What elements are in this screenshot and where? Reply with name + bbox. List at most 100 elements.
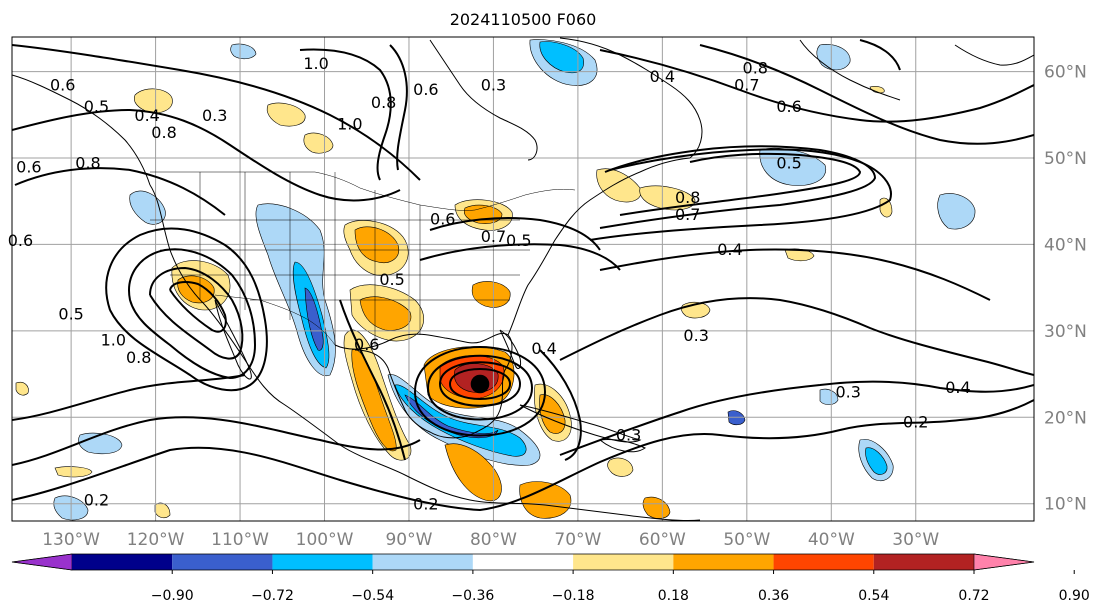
latitude-label: 60°N (1044, 63, 1087, 83)
colorbar-swatch (272, 554, 373, 570)
contour-0-4-south (12, 297, 1034, 421)
colorbar-tick-label: −0.72 (251, 588, 294, 604)
latitude-labels: 60°N 50°N 40°N 30°N 20°N 10°N (1044, 63, 1087, 515)
orange-caribbean-east (607, 457, 634, 477)
longitude-label: 90°W (385, 530, 432, 550)
contour-label: 0.3 (616, 426, 641, 445)
contour-label: 0.8 (75, 153, 100, 172)
contour-label: 0.4 (650, 67, 675, 86)
latitude-label: 30°N (1044, 322, 1087, 342)
colorbar-swatch (172, 554, 273, 570)
contour-north-arc-2 (12, 108, 401, 202)
border-us-mexico (214, 294, 336, 346)
longitude-label: 70°W (554, 530, 601, 550)
orange-atlantic-east (639, 185, 696, 211)
contour-label: 0.4 (531, 339, 556, 358)
contour-0-7-atlantic (619, 152, 862, 216)
contour-storm-2 (438, 361, 522, 407)
blue-greenland-sw (816, 44, 851, 71)
colorbar-swatch (72, 554, 173, 570)
coast-hispaniola (598, 439, 647, 453)
contour-label: 1.0 (337, 114, 362, 133)
orange-pacific-coast (15, 381, 29, 396)
orange-south-pacific (154, 502, 171, 519)
colorbar: −0.90 −0.72 −0.54 −0.36 −0.18 0.18 0.36 0.54 0.7… (11, 553, 1090, 604)
colorbar-tick-label: 0.90 (1059, 588, 1090, 604)
contour-label: 0.8 (126, 348, 151, 367)
contour-label: 0.5 (379, 270, 404, 289)
contour-label: 0.7 (481, 227, 506, 246)
colorbar-swatch (573, 554, 674, 570)
colorbar-tick-label: −0.18 (552, 588, 595, 604)
contour-storm-3 (426, 354, 534, 421)
coast-greenland (799, 39, 901, 101)
contour-gulf-east (539, 349, 582, 461)
orange-pacific-south (54, 466, 93, 478)
orange-far-south (642, 496, 671, 519)
contour-labels: 1.00.60.50.3 0.4 0.70.80.60.50.70.40.30.40… (8, 54, 971, 514)
map-frame (11, 36, 1035, 522)
longitude-label: 130°W (42, 530, 100, 550)
contour-label: 0.5 (58, 305, 83, 324)
contour-label: 0.5 (506, 231, 531, 250)
contour-gulf-west (339, 299, 406, 461)
latitude-label: 10°N (1044, 495, 1087, 515)
cyan-atlantic-south (865, 447, 888, 475)
storm-center (470, 374, 490, 394)
contour-label: 0.6 (776, 97, 801, 116)
coast-east-us (507, 157, 691, 336)
contour-label: 0.3 (202, 106, 227, 125)
coast-florida (499, 329, 521, 369)
contour-north-arc-1 (12, 44, 421, 181)
coast-iceland-area (954, 44, 1034, 66)
contour-label: 0.5 (84, 97, 109, 116)
contour-central-1 (429, 217, 601, 251)
contour-label: 0.7 (675, 205, 700, 224)
colorbar-swatch (372, 554, 473, 570)
longitude-label: 50°W (723, 530, 770, 550)
contour-label: 0.6 (16, 158, 41, 177)
contour-label: 0.5 (776, 153, 801, 172)
contour-label: 0.2 (903, 413, 928, 432)
blue-east-caribbean (819, 388, 839, 405)
contour-north-arc-4 (299, 48, 392, 181)
colorbar-tick-label: 0.18 (658, 588, 689, 604)
contour-0-5-west (105, 227, 268, 392)
longitude-label: 120°W (127, 530, 185, 550)
contour-label: 0.4 (717, 240, 742, 259)
contour-1-0-west (169, 281, 227, 333)
blue-north-canada (230, 43, 257, 60)
contour-0-8-north (599, 49, 1034, 123)
coast-cuba (519, 404, 642, 443)
colorbar-swatch (873, 554, 974, 570)
contour-label: 0.6 (8, 231, 33, 250)
colorbar-swatch (673, 554, 774, 570)
latitude-label: 20°N (1044, 408, 1087, 428)
political-boundaries (150, 171, 576, 346)
longitude-label: 60°W (639, 530, 686, 550)
contour-0-5-atlantic (589, 148, 892, 241)
colorbar-tick-label: −0.36 (451, 588, 494, 604)
colorbar-tick-label: 0.36 (758, 588, 789, 604)
contour-label: 0.7 (734, 76, 759, 95)
longitude-label: 40°W (808, 530, 855, 550)
contour-lines (12, 39, 1034, 512)
blue-atlantic-mid (937, 193, 976, 230)
colorbar-extend-high (973, 553, 1035, 571)
state-lines-a (199, 172, 421, 345)
contour-0-6-north (699, 44, 1034, 145)
longitude-label: 80°W (470, 530, 517, 550)
contour-label: 0.8 (371, 93, 396, 112)
colorbar-outline (11, 553, 1035, 571)
orange-tennessee (471, 281, 511, 308)
contour-0-8-west (149, 266, 244, 360)
orange-newfoundland (596, 168, 642, 203)
contour-label: 0.8 (151, 123, 176, 142)
orange-canada-north (266, 102, 306, 127)
contour-label: 0.2 (413, 495, 438, 514)
contour-label: 0.6 (50, 76, 75, 95)
colorbar-tick-label: −0.90 (151, 588, 194, 604)
contour-label: 0.8 (743, 58, 768, 77)
orange-canada-mid (303, 132, 334, 154)
